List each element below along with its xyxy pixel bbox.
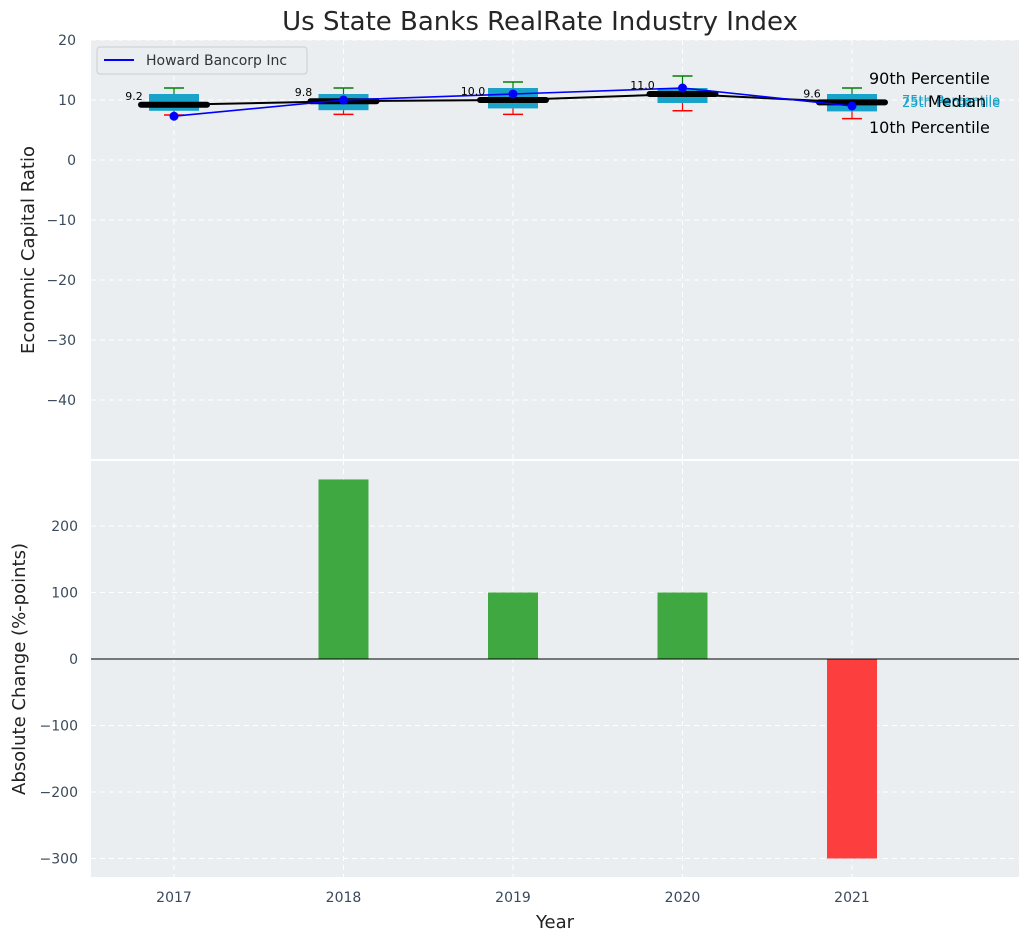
bottom-y-tick-label: −200 — [40, 785, 78, 801]
series-point — [847, 101, 857, 111]
bottom-y-tick-label: 200 — [51, 519, 78, 535]
x-axis-title: Year — [535, 912, 575, 933]
median-value-label: 11.0 — [630, 79, 655, 92]
x-tick-label: 2020 — [665, 890, 701, 906]
bottom-panel-background — [91, 460, 1019, 877]
median-value-label: 9.2 — [125, 90, 143, 103]
median-label-group: 9.2 9.8 10.0 11.0 9.6 — [125, 79, 821, 103]
annotation-p90: 90th Percentile — [869, 69, 990, 88]
median-value-label: 10.0 — [461, 85, 486, 98]
series-point — [508, 89, 518, 99]
top-y-tick-label: −40 — [46, 393, 76, 409]
top-y-tick-label: 10 — [58, 93, 76, 109]
x-tick-label: 2018 — [326, 890, 362, 906]
median-value-label: 9.6 — [803, 87, 821, 100]
bottom-y-tick-label: 100 — [51, 586, 78, 602]
chart-title: Us State Banks RealRate Industry Index — [282, 7, 798, 37]
series-point — [169, 111, 179, 121]
percentile-annotations: 75th Percentile 25th Percentile 90th Per… — [869, 69, 1000, 137]
bottom-y-tick-label: 0 — [69, 652, 78, 668]
top-grid — [91, 39, 1019, 460]
bottom-y-tick-labels: 200 100 0 −100 −200 −300 — [40, 519, 78, 868]
bottom-y-tick-label: −300 — [40, 852, 78, 868]
annotation-q1: 25th Percentile — [902, 96, 1000, 111]
change-bar — [488, 592, 538, 659]
top-y-tick-label: −10 — [46, 213, 76, 229]
series-point — [678, 83, 687, 93]
legend-entry-label: Howard Bancorp Inc — [146, 53, 287, 69]
bottom-y-axis-title: Absolute Change (%-points) — [9, 543, 30, 795]
annotation-q3: 75th Percentile — [902, 94, 1000, 109]
legend: Howard Bancorp Inc — [96, 46, 308, 75]
series-point — [339, 95, 348, 105]
top-y-tick-label: 20 — [58, 33, 76, 49]
x-tick-label: 2019 — [495, 890, 531, 906]
x-tick-labels: 2017 2018 2019 2020 2021 — [156, 890, 870, 906]
annotation-p10: 10th Percentile — [869, 118, 990, 137]
annotation-median: Median — [928, 92, 986, 111]
top-y-tick-label: −30 — [46, 333, 76, 349]
x-tick-label: 2021 — [834, 890, 870, 906]
change-bar — [827, 659, 877, 859]
median-value-label: 9.8 — [295, 86, 313, 99]
top-y-axis-title: Economic Capital Ratio — [18, 146, 39, 354]
top-y-tick-labels: 20 10 0 −10 −20 −30 −40 — [46, 33, 76, 409]
change-bar — [318, 479, 369, 659]
x-tick-label: 2017 — [156, 890, 192, 906]
change-bar — [657, 592, 708, 659]
legend-box — [96, 46, 308, 75]
bar-group — [318, 479, 877, 859]
bottom-y-tick-label: −100 — [40, 719, 78, 735]
top-y-tick-label: 0 — [67, 153, 76, 169]
series-group — [169, 83, 857, 121]
top-y-tick-label: −20 — [46, 273, 76, 289]
